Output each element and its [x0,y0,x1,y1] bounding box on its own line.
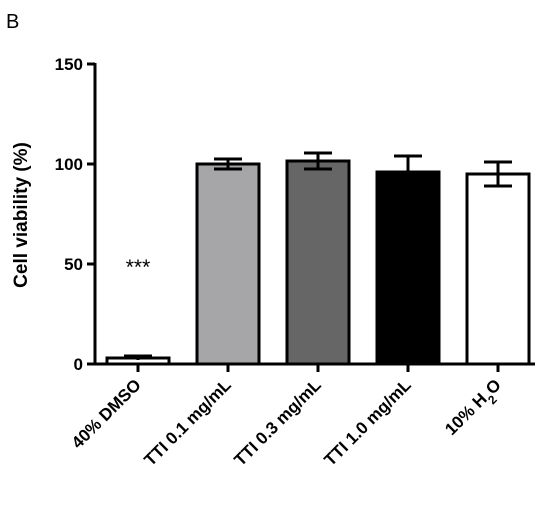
error-bar [214,157,242,171]
annotations: *** [126,256,151,279]
bar [195,162,261,366]
bars [105,159,531,366]
bar [285,159,351,366]
bar [375,170,441,366]
error-bar [304,151,332,171]
error-bars [124,151,512,360]
y-tick-label: 0 [74,355,83,374]
panel-label: B [6,11,19,33]
y-axis: 0 50 100 150 [55,55,97,374]
significance-label: *** [126,256,151,279]
error-bar [394,154,422,190]
category-label: TTI 0.3 mg/mL [231,375,325,469]
y-tick-label: 100 [55,155,83,174]
y-tick-label: 50 [64,255,83,274]
category-label: 40% DMSO [68,375,145,452]
category-label: 10% H2O [441,375,509,443]
y-tick-label: 150 [55,55,83,74]
error-bar [124,354,152,360]
bar [465,172,531,366]
category-label: TTI 1.0 mg/mL [321,375,415,469]
category-label: TTI 0.1 mg/mL [141,375,235,469]
y-axis-title: Cell viability (%) [11,142,32,288]
error-bar [484,160,512,188]
